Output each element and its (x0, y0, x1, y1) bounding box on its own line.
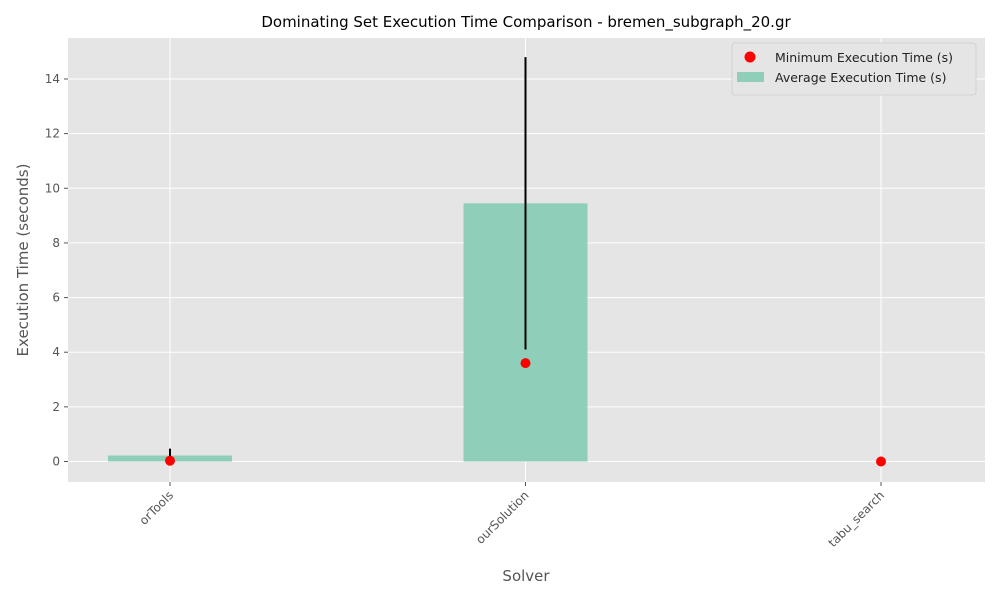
legend-label-average: Average Execution Time (s) (775, 70, 946, 85)
y-tick-label: 2 (52, 400, 60, 414)
y-tick-label: 4 (52, 345, 60, 359)
y-ticks: 0 2 4 6 8 10 12 14 (45, 72, 68, 469)
y-tick-label: 12 (45, 127, 60, 141)
y-tick-label: 6 (52, 291, 60, 305)
min-point (165, 455, 175, 466)
chart-title: Dominating Set Execution Time Comparison… (261, 13, 791, 32)
y-axis-label: Execution Time (seconds) (14, 164, 32, 357)
min-point (520, 358, 531, 369)
legend-marker-minimum (744, 51, 756, 63)
y-tick-label: 0 (52, 455, 60, 469)
legend: Minimum Execution Time (s) Average Execu… (731, 42, 977, 96)
points (165, 358, 886, 467)
min-point (876, 456, 886, 467)
legend-label-minimum: Minimum Execution Time (s) (775, 50, 953, 65)
legend-box (731, 42, 977, 96)
y-tick-label: 8 (52, 236, 60, 250)
y-tick-label: 14 (45, 72, 60, 86)
legend-marker-average (737, 72, 764, 82)
x-axis-label: Solver (502, 567, 550, 585)
y-tick-label: 10 (45, 181, 60, 195)
